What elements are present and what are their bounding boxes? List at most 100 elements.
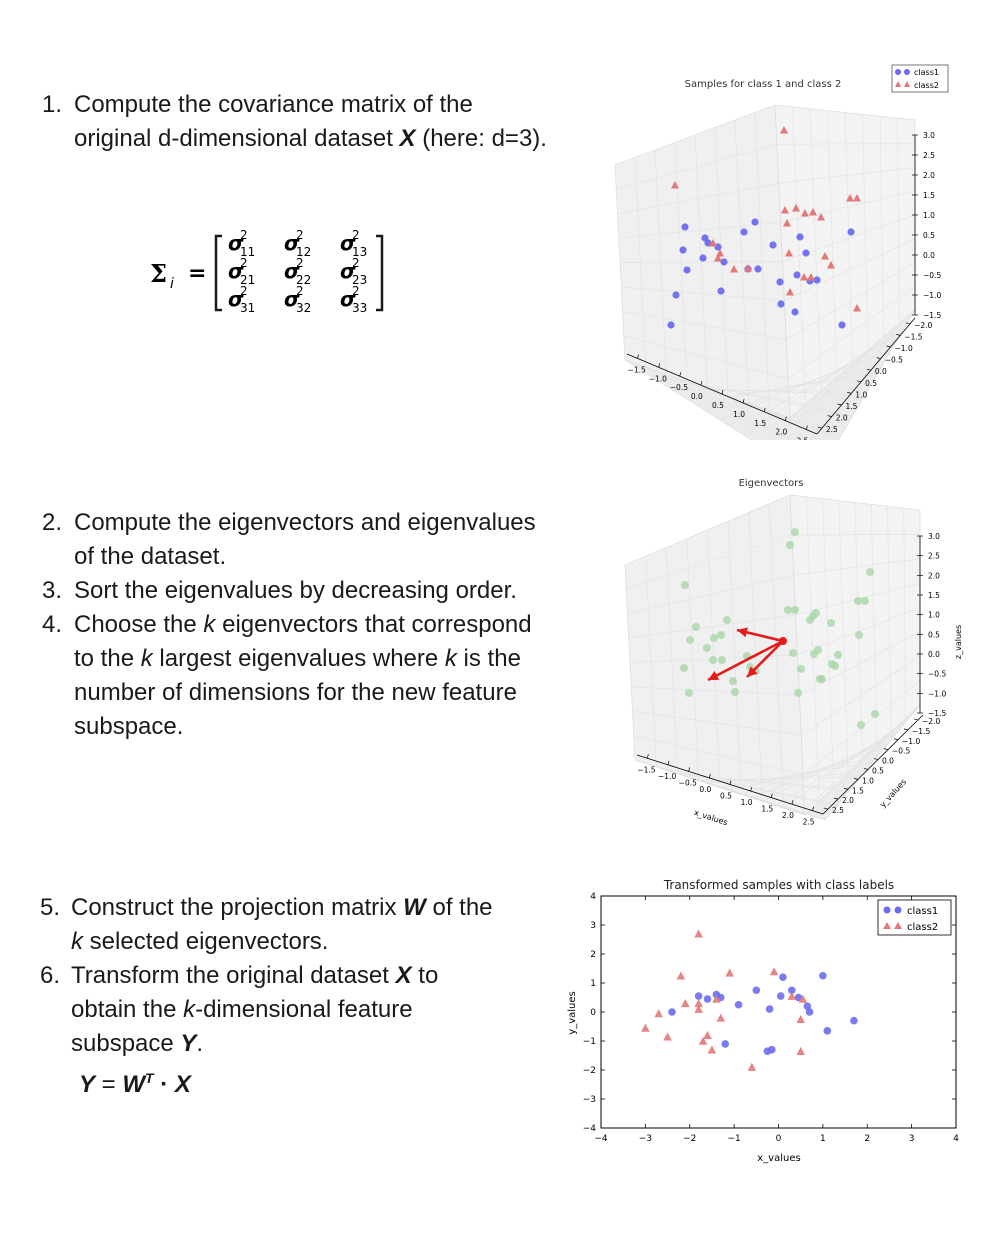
class1-point: [802, 249, 810, 257]
x-tick-label: 3: [909, 1134, 915, 1144]
eigen-data-point: [692, 623, 700, 631]
class1-point: [847, 228, 855, 236]
x-tick-label: −0.5: [679, 778, 697, 787]
chart1-title: Samples for class 1 and class 2: [685, 79, 842, 90]
grid-line: [633, 735, 804, 776]
chart2-panes: [624, 494, 921, 821]
grid-line: [719, 363, 853, 421]
matrix-entry: σ: [228, 259, 244, 283]
class1-point: [769, 241, 777, 249]
x-tick: [721, 389, 724, 395]
class1-point: [777, 300, 785, 308]
y-tick: [847, 392, 852, 394]
x-tick-label: 0.5: [720, 792, 732, 801]
z-tick-label: 2.0: [923, 171, 935, 180]
eigen-data-point: [866, 568, 874, 576]
x-tick-label: −1.0: [649, 374, 667, 383]
class2-point: [800, 273, 808, 281]
x-tick: [708, 773, 711, 779]
step-4: 4. Choose the k eigenvectors that corres…: [42, 608, 602, 744]
class2-point: [694, 1004, 703, 1013]
z-tick-label: −1.0: [923, 291, 941, 300]
eigen-data-point: [723, 616, 731, 624]
y-tick-label: 2: [590, 950, 596, 960]
y-tick: [896, 334, 901, 336]
class1-point: [720, 258, 728, 266]
grid-line: [801, 718, 906, 813]
class1-point: [791, 308, 799, 316]
matrix-entry-sup: 2: [240, 256, 248, 270]
matrix-entry-sub: 32: [296, 301, 311, 315]
y-tick-label: 1.5: [852, 786, 864, 795]
y-tick-label: 0.0: [882, 757, 894, 766]
x-tick-label: 0.0: [699, 785, 711, 794]
y-tick-label: −1.0: [895, 344, 913, 353]
z-tick-label: 2.0: [928, 571, 940, 580]
right-bracket: [376, 234, 384, 312]
y-tick: [817, 426, 822, 429]
eigen-data-point: [718, 656, 726, 664]
chart3-legend: class1 class2: [877, 899, 952, 936]
matrix-entry-sub: 11: [240, 245, 255, 259]
eigen-data-point: [709, 656, 717, 664]
step-1: 1. Compute the covariance matrix of the …: [42, 88, 602, 158]
y-tick: [903, 728, 909, 731]
step-6: 6. Transform the original dataset X to o…: [40, 959, 580, 1099]
y-tick-label: 0.5: [872, 766, 884, 775]
eigen-data-point: [681, 581, 689, 589]
class2-point: [709, 239, 717, 247]
class2-point: [676, 971, 686, 980]
class1-point: [754, 265, 762, 273]
grid-line: [787, 285, 916, 380]
grid-line: [799, 631, 921, 696]
grid-line: [631, 686, 800, 696]
matrix-sigma-label: Σ: [150, 259, 167, 288]
y-tick: [866, 368, 871, 371]
y-tick: [843, 787, 849, 790]
step-number: 6.: [40, 962, 61, 989]
text-segment: of the: [425, 894, 493, 921]
class1-point: [704, 239, 712, 247]
y-tick-label: 0.0: [875, 367, 887, 376]
x-tick: [646, 754, 649, 759]
k-symbol: k: [203, 611, 216, 638]
matrix-equals: =: [188, 261, 206, 286]
z-tick-label: −0.5: [928, 670, 946, 679]
eigen-data-point: [861, 597, 869, 605]
x-tick: [791, 800, 794, 805]
x-tick-label: −1.5: [637, 765, 655, 774]
grid-line: [754, 112, 770, 411]
y-tick-label: 4: [590, 892, 596, 902]
x-tick: [742, 398, 745, 403]
step-number: 4.: [42, 611, 63, 638]
eigen-data-point: [789, 649, 797, 657]
grid-line: [777, 336, 884, 440]
class2-point: [654, 1009, 663, 1018]
class2-point: [827, 261, 835, 269]
matrix-entry-sup: 2: [352, 284, 360, 298]
class1-point: [679, 246, 687, 254]
eigen-data-point: [710, 634, 718, 642]
matrix-entry-sup: 2: [352, 256, 360, 270]
eigen-data-point: [784, 606, 792, 614]
grid-line: [897, 118, 900, 324]
y-tick-label: −2: [583, 1066, 596, 1076]
grid-line: [632, 710, 802, 736]
class1-point: [813, 276, 821, 284]
class2-point: [714, 254, 722, 262]
y-tick-label: 2.5: [832, 806, 844, 815]
z-tick-label: 1.5: [928, 591, 940, 600]
class1-point: [667, 321, 675, 329]
y-tick: [906, 322, 911, 325]
y-axis-label: y_values: [567, 991, 578, 1034]
class2-point: [730, 265, 738, 273]
x-tick: [763, 407, 766, 412]
y-tick: [837, 403, 842, 406]
grid-line: [809, 323, 900, 440]
chart3-title: Transformed samples with class labels: [663, 878, 894, 892]
grid-line: [762, 733, 897, 802]
eigen-data-point: [791, 606, 799, 614]
class2-point: [747, 1062, 757, 1071]
grid-line: [801, 655, 921, 736]
grid-line: [741, 747, 885, 795]
